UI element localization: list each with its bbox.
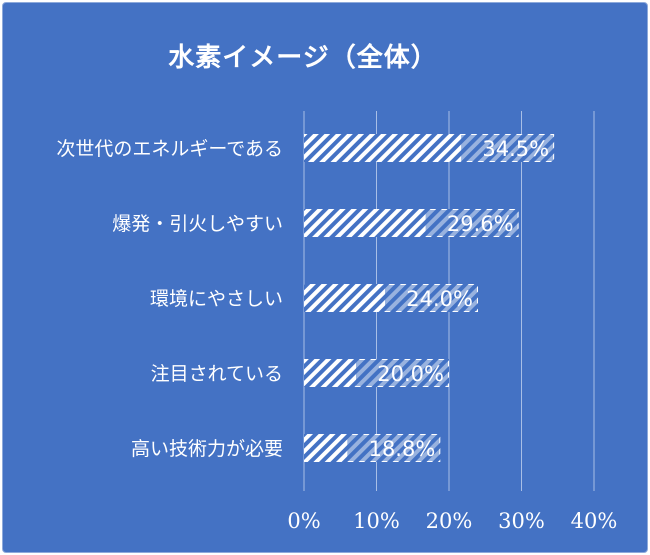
labels: 0% 10% 20% 30% 40% 次世代のエネルギーである 34.5% 爆発・引火しやすい… <box>56 137 617 533</box>
data-label: 29.6% <box>447 212 514 236</box>
bar-chart: 0% 10% 20% 30% 40% 次世代のエネルギーである 34.5% 爆発・引火しやすい… <box>56 111 617 533</box>
category-label: 次世代のエネルギーである <box>56 138 283 160</box>
bars <box>304 134 555 462</box>
category-label: 注目されている <box>151 363 283 385</box>
category-label: 爆発・引火しやすい <box>112 213 283 235</box>
category-label: 高い技術力が必要 <box>131 438 283 460</box>
data-label: 34.5% <box>482 137 549 161</box>
data-label-backdrop <box>356 360 448 386</box>
data-label-backdrop <box>461 135 554 161</box>
x-tick-label: 10% <box>353 509 400 533</box>
data-label-backdrop <box>385 285 477 311</box>
x-tick-label: 20% <box>426 509 473 533</box>
data-label-backdrop <box>347 435 440 461</box>
chart-title: 水素イメージ（全体） <box>168 43 438 73</box>
data-label-backdrop <box>425 210 518 236</box>
data-label: 24.0% <box>406 287 473 311</box>
data-label: 18.8% <box>369 437 436 461</box>
x-tick-label: 0% <box>287 509 320 533</box>
data-label: 20.0% <box>377 362 444 386</box>
x-tick-label: 30% <box>498 509 545 533</box>
category-label: 環境にやさしい <box>150 288 283 310</box>
x-tick-label: 40% <box>571 509 618 533</box>
